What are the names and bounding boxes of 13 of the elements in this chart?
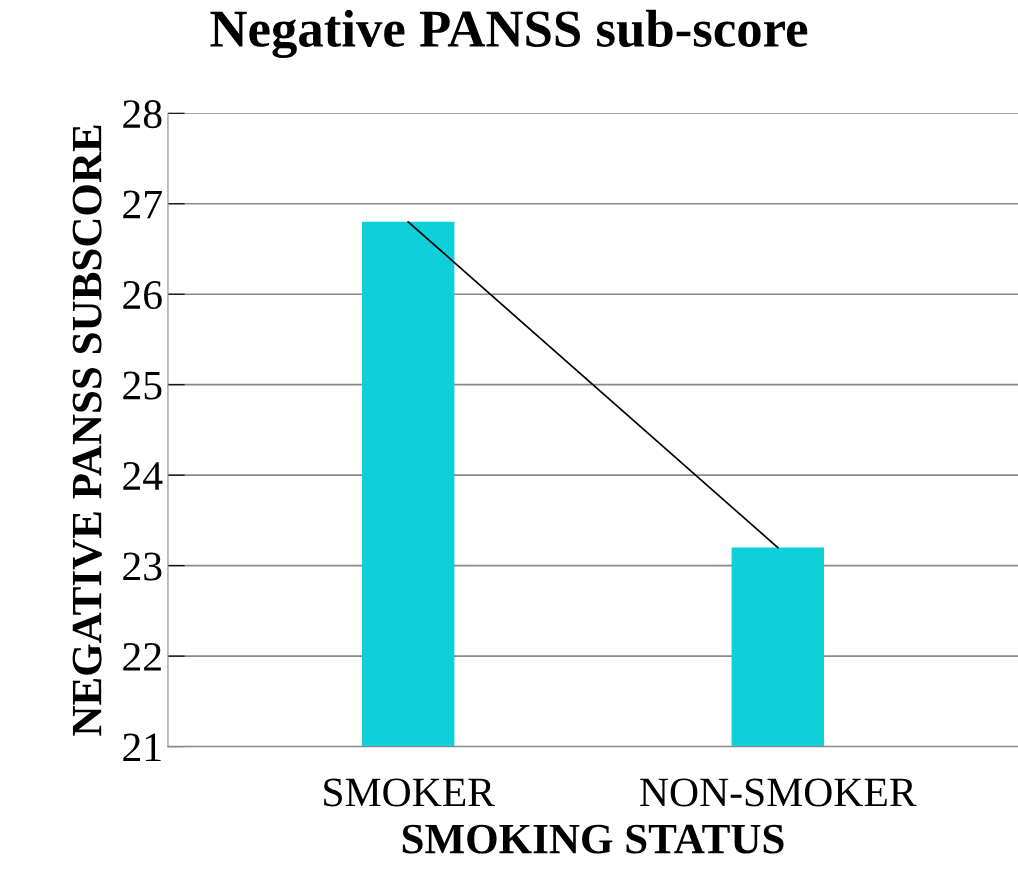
y-tick-label: 23 [123,552,162,581]
y-tick-label: 27 [123,190,162,219]
y-axis-title: NEGATIVE PANSS SUBSCORE [72,125,102,736]
y-tick-label: 21 [123,733,161,762]
y-tick-label: 28 [123,100,162,129]
y-tick-label: 24 [123,462,163,490]
y-tick-label: 26 [123,281,162,310]
x-tick-label: SMOKER [324,778,495,807]
y-tick-label: 22 [123,642,161,671]
x-axis-title: SMOKING STATUS [402,824,784,854]
chart-title: Negative PANSS sub-score [210,9,808,59]
x-tick-label: NON-SMOKER [640,778,917,807]
y-tick-label: 25 [123,371,162,400]
